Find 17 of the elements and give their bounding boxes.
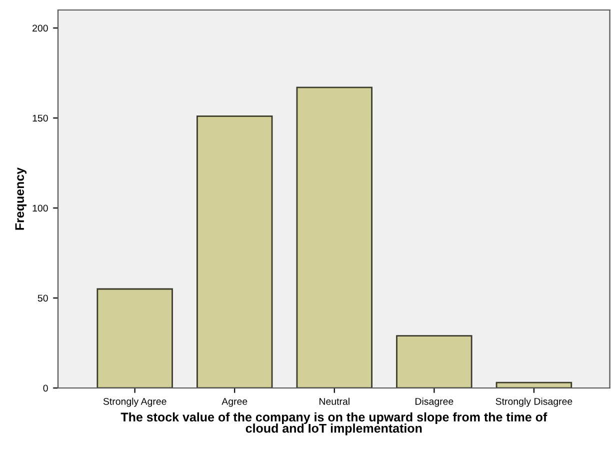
y-tick-label: 200 bbox=[32, 24, 48, 32]
bar bbox=[96, 288, 173, 388]
bar bbox=[496, 382, 572, 388]
x-tick-label: Agree bbox=[222, 398, 248, 407]
y-axis-title: Frequency bbox=[15, 167, 27, 230]
x-tick-label: Neutral bbox=[320, 398, 350, 405]
y-tick-label: 50 bbox=[38, 294, 48, 302]
x-tick-label: Strongly Disagree bbox=[496, 398, 572, 407]
y-tick-label: 150 bbox=[32, 114, 48, 122]
x-tick-label: Strongly Agree bbox=[103, 398, 166, 407]
bar bbox=[296, 86, 372, 388]
bar bbox=[196, 116, 273, 388]
x-axis-title: The stock value of the company is on the upward slope from the time of cloud and IoT implementation bbox=[120, 412, 548, 436]
y-tick-label: 0 bbox=[43, 384, 48, 392]
y-tick-label: 100 bbox=[32, 204, 48, 212]
x-tick-label: Disagree bbox=[416, 398, 454, 407]
bar bbox=[396, 335, 472, 388]
